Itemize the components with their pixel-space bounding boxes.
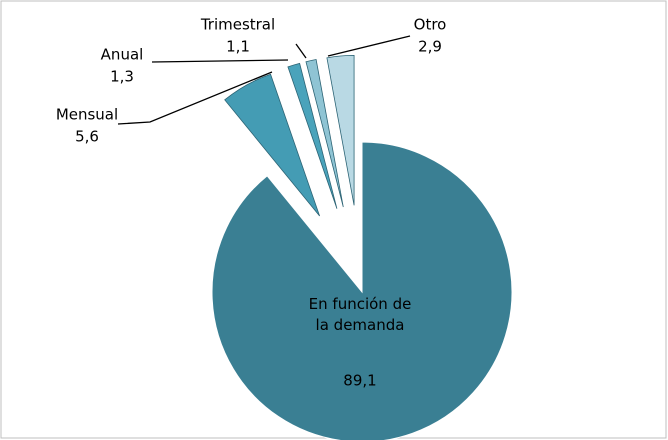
slice-label: En función de la demanda bbox=[308, 295, 412, 334]
leader-line bbox=[117, 71, 273, 125]
value-label: 1,1 bbox=[226, 38, 250, 56]
slice-label: Trimestral bbox=[200, 16, 275, 34]
value-label: 1,3 bbox=[110, 68, 134, 86]
value-label: 2,9 bbox=[418, 38, 442, 56]
value-label: 89,1 bbox=[343, 372, 376, 390]
leader-line bbox=[327, 35, 411, 57]
slice-label-box: En función de la demanda bbox=[308, 295, 412, 334]
pie-slice bbox=[224, 73, 320, 217]
value-label: 5,6 bbox=[75, 128, 99, 146]
pie-slice bbox=[211, 141, 513, 440]
slice-label: Anual bbox=[101, 46, 144, 64]
pie-slice bbox=[326, 54, 355, 206]
pie-slice bbox=[287, 62, 338, 209]
leader-line bbox=[295, 43, 307, 59]
slice-label: Otro bbox=[414, 16, 447, 34]
leader-line bbox=[151, 59, 289, 63]
pie-slice bbox=[305, 59, 344, 208]
leader-lines bbox=[117, 35, 411, 125]
slice-label: Mensual bbox=[56, 106, 118, 124]
